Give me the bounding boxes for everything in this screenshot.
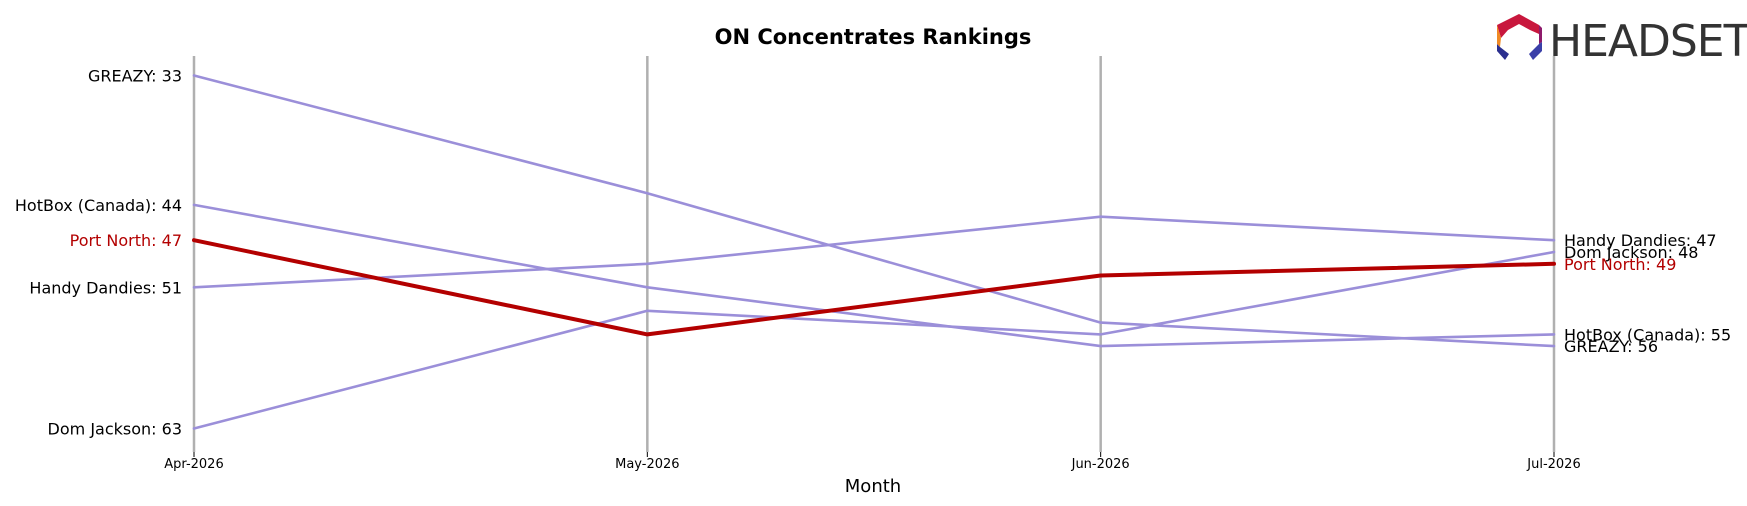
x-tick-label: Jul-2026: [1526, 457, 1580, 472]
chart-title: ON Concentrates Rankings: [715, 25, 1032, 49]
series-line-hotbox-canada: [192, 203, 1556, 348]
end-label: Port North: 49: [1564, 255, 1676, 274]
series-line-handy-dandies: [192, 215, 1556, 289]
logo-wordmark: HEADSET: [1549, 16, 1747, 67]
x-tick-label: May-2026: [615, 457, 679, 472]
end-label: HotBox (Canada): 55: [1564, 325, 1731, 344]
end-label: GREAZY: 56: [1564, 337, 1658, 356]
start-label: HotBox (Canada): 44: [15, 196, 182, 215]
series-labels: GREAZY: 33 HotBox (Canada): 44 Port North:…: [15, 67, 1731, 439]
gridlines: [192, 56, 1556, 457]
x-axis-label: Month: [845, 476, 901, 497]
start-label: Handy Dandies: 51: [29, 278, 182, 297]
start-label: Dom Jackson: 63: [48, 419, 182, 438]
headset-logo: HEADSET: [1497, 14, 1747, 67]
end-label: Handy Dandies: 47: [1564, 231, 1717, 250]
x-tick-labels: Apr-2026 May-2026 Jun-2026 Jul-2026: [164, 457, 1580, 472]
series-line-port-north: [192, 238, 1556, 337]
series-lines: [192, 74, 1556, 430]
x-tick-label: Apr-2026: [164, 457, 223, 472]
series-line-greazy: [192, 74, 1556, 348]
series-line-dom-jackson: [192, 250, 1556, 430]
headset-hexagon-logo-icon: [1497, 14, 1542, 60]
end-label: Dom Jackson: 48: [1564, 243, 1698, 262]
start-label: Port North: 47: [70, 231, 182, 250]
start-label: GREAZY: 33: [88, 67, 182, 86]
x-tick-label: Jun-2026: [1071, 457, 1130, 472]
